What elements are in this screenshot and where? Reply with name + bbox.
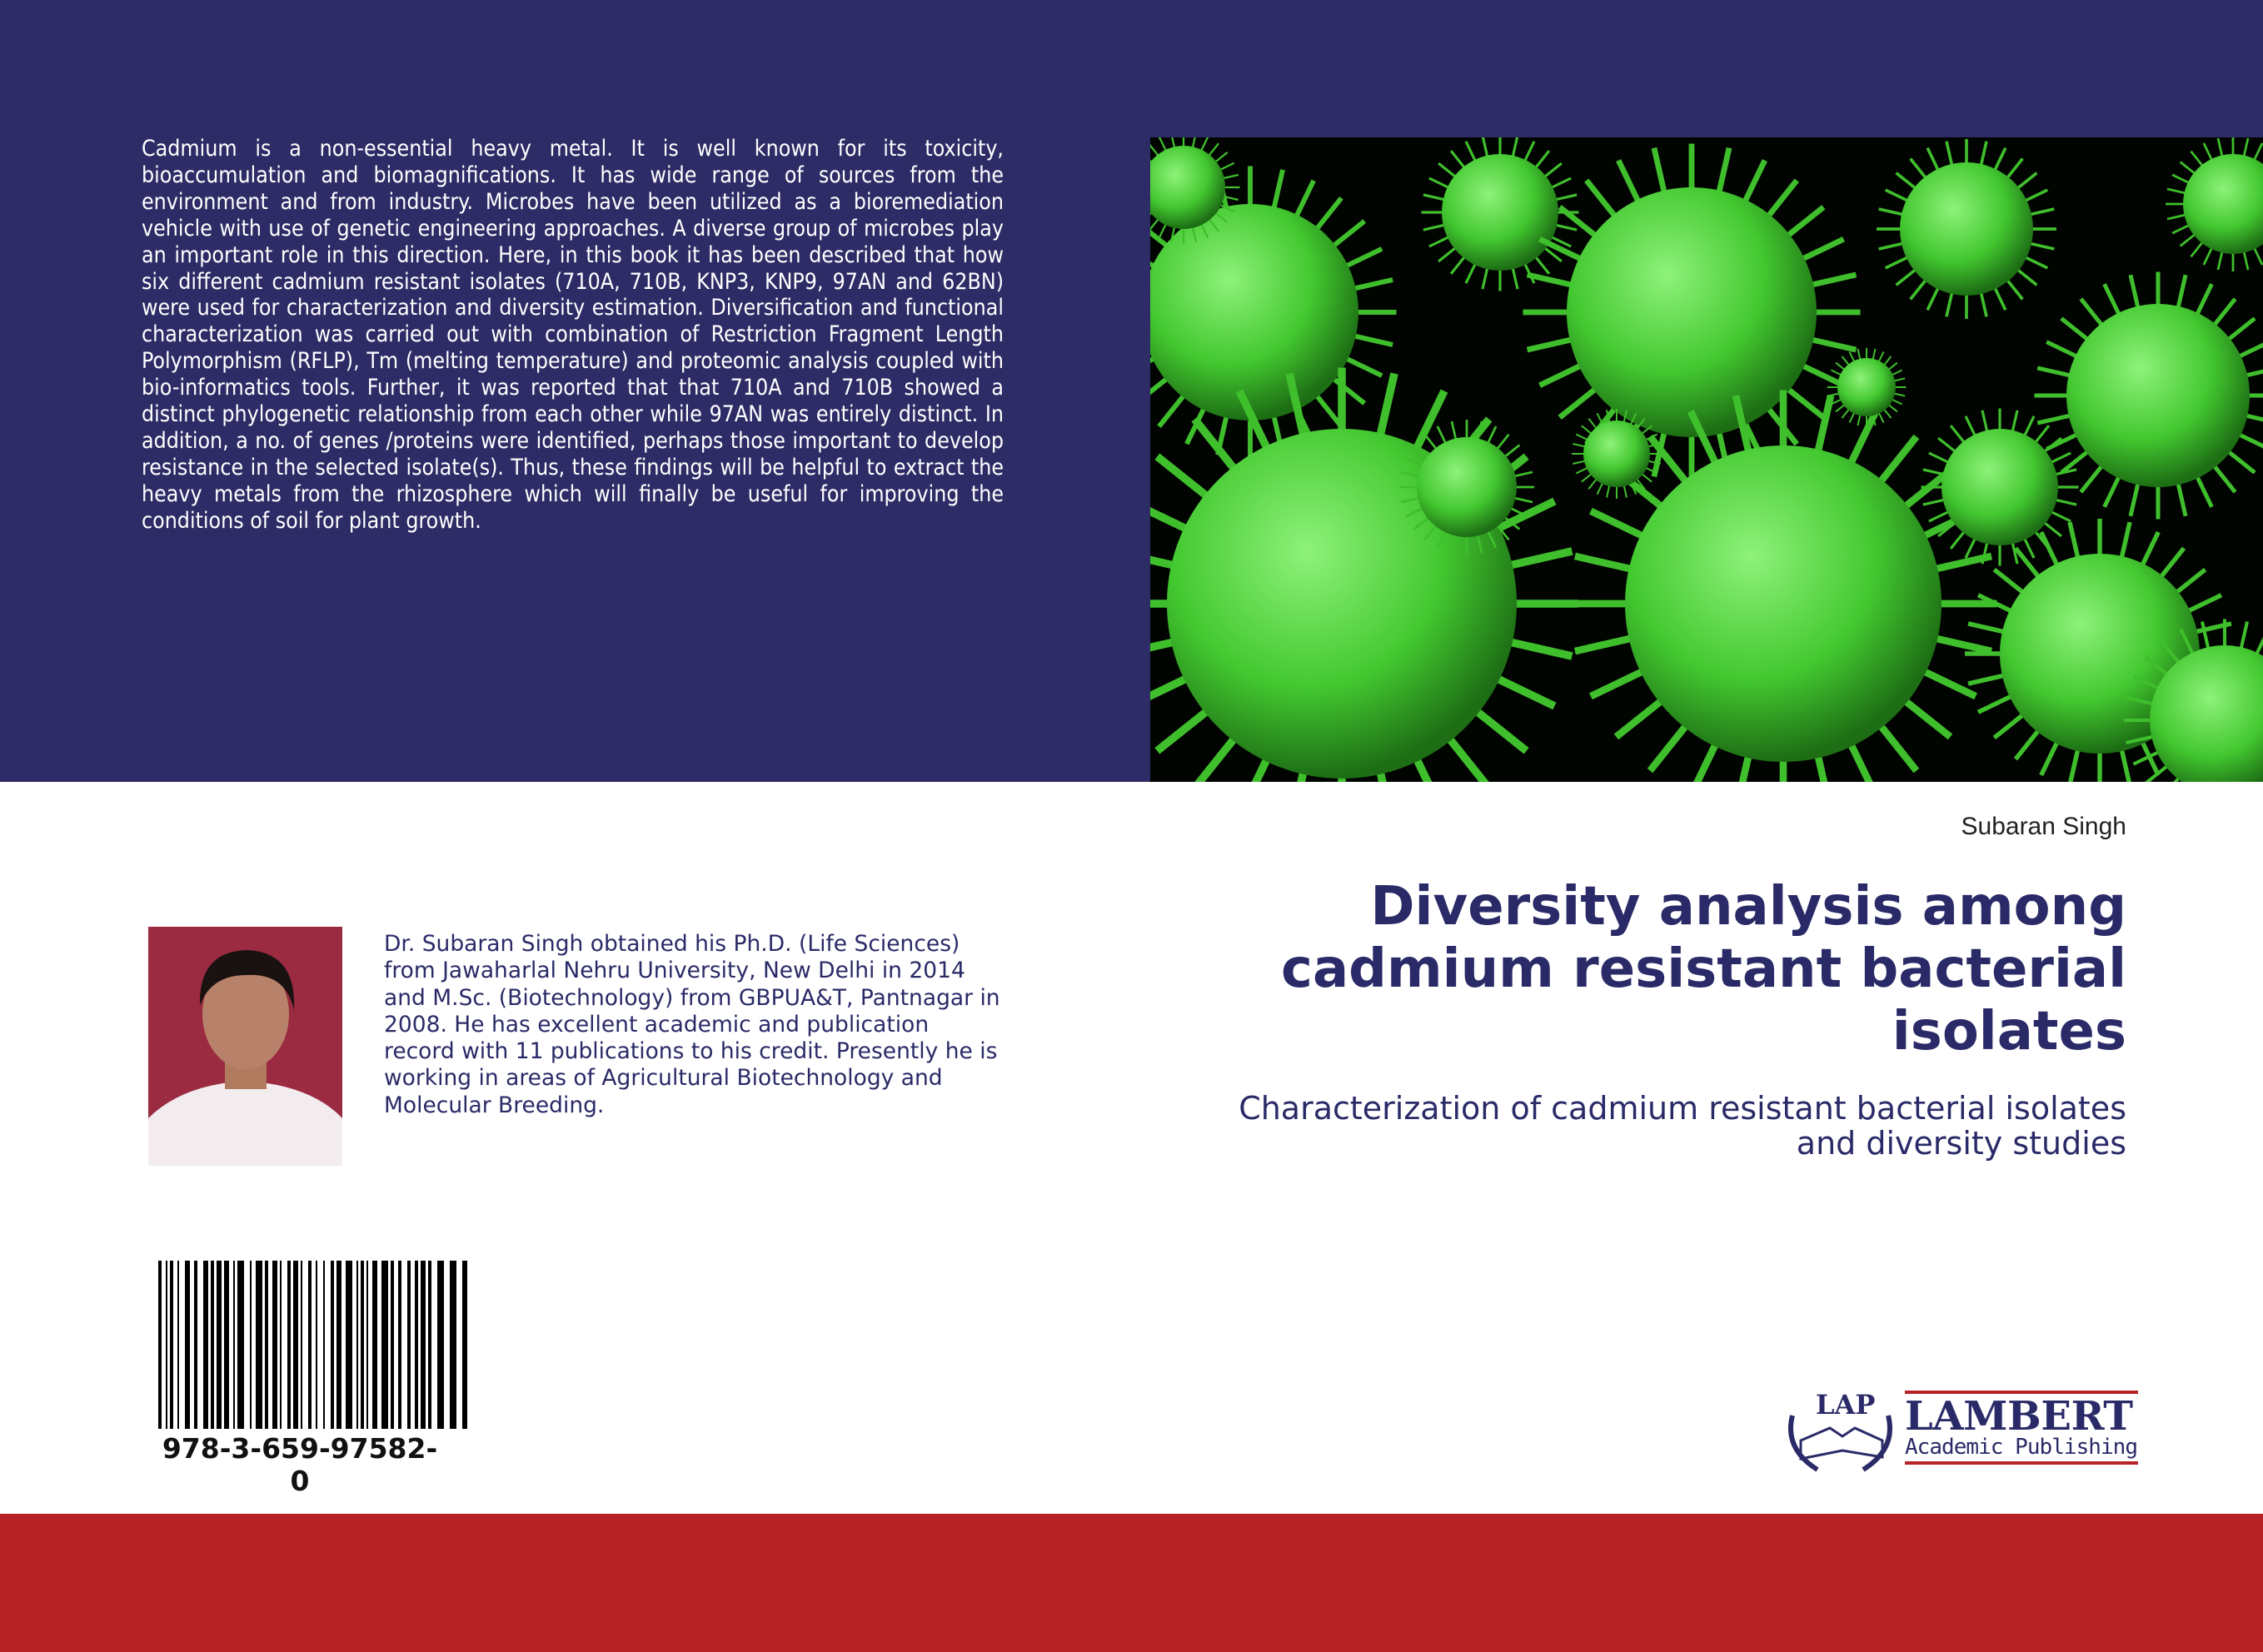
publisher-tagline: Academic Publishing [1905, 1435, 2138, 1460]
isbn-barcode [158, 1261, 475, 1429]
bottom-band [0, 1514, 2263, 1652]
author-bio: Dr. Subaran Singh obtained his Ph.D. (Li… [384, 931, 1000, 1118]
cover-author: Subaran Singh [1961, 813, 2127, 840]
author-photo [148, 927, 342, 1166]
book-subtitle: Characterization of cadmium resistant ba… [1239, 1090, 2126, 1162]
publisher-logo: LAP LAMBERT Academic Publishing [1784, 1382, 2142, 1474]
cover-image-microbes [1150, 137, 2263, 782]
book-title: Diversity analysis among cadmium resista… [1281, 876, 2126, 1062]
isbn-number: 978-3-659-97582-0 [162, 1432, 438, 1497]
back-cover-blurb: Cadmium is a non-essential heavy metal. … [142, 136, 1004, 534]
svg-text:LAP: LAP [1816, 1389, 1875, 1421]
publisher-name: LAMBERT [1905, 1393, 2138, 1440]
